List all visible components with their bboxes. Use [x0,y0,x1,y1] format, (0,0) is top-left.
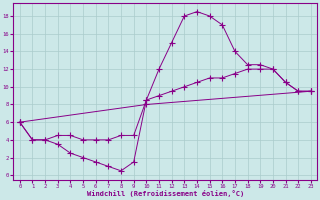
X-axis label: Windchill (Refroidissement éolien,°C): Windchill (Refroidissement éolien,°C) [87,190,244,197]
